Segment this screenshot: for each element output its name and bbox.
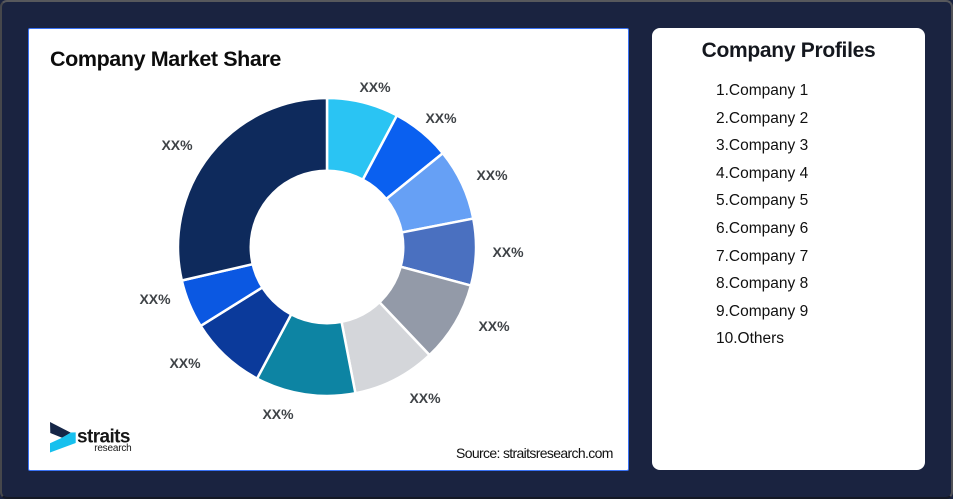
- svg-text:XX%: XX%: [169, 355, 201, 371]
- svg-text:XX%: XX%: [161, 137, 193, 153]
- svg-text:XX%: XX%: [359, 79, 391, 95]
- svg-text:XX%: XX%: [425, 110, 457, 126]
- svg-text:research: research: [94, 443, 131, 454]
- svg-text:XX%: XX%: [262, 406, 294, 422]
- svg-text:XX%: XX%: [492, 244, 524, 260]
- svg-text:straits: straits: [77, 427, 130, 448]
- svg-text:XX%: XX%: [478, 318, 510, 334]
- svg-text:XX%: XX%: [409, 390, 441, 406]
- svg-text:XX%: XX%: [476, 167, 508, 183]
- svg-text:XX%: XX%: [139, 291, 171, 307]
